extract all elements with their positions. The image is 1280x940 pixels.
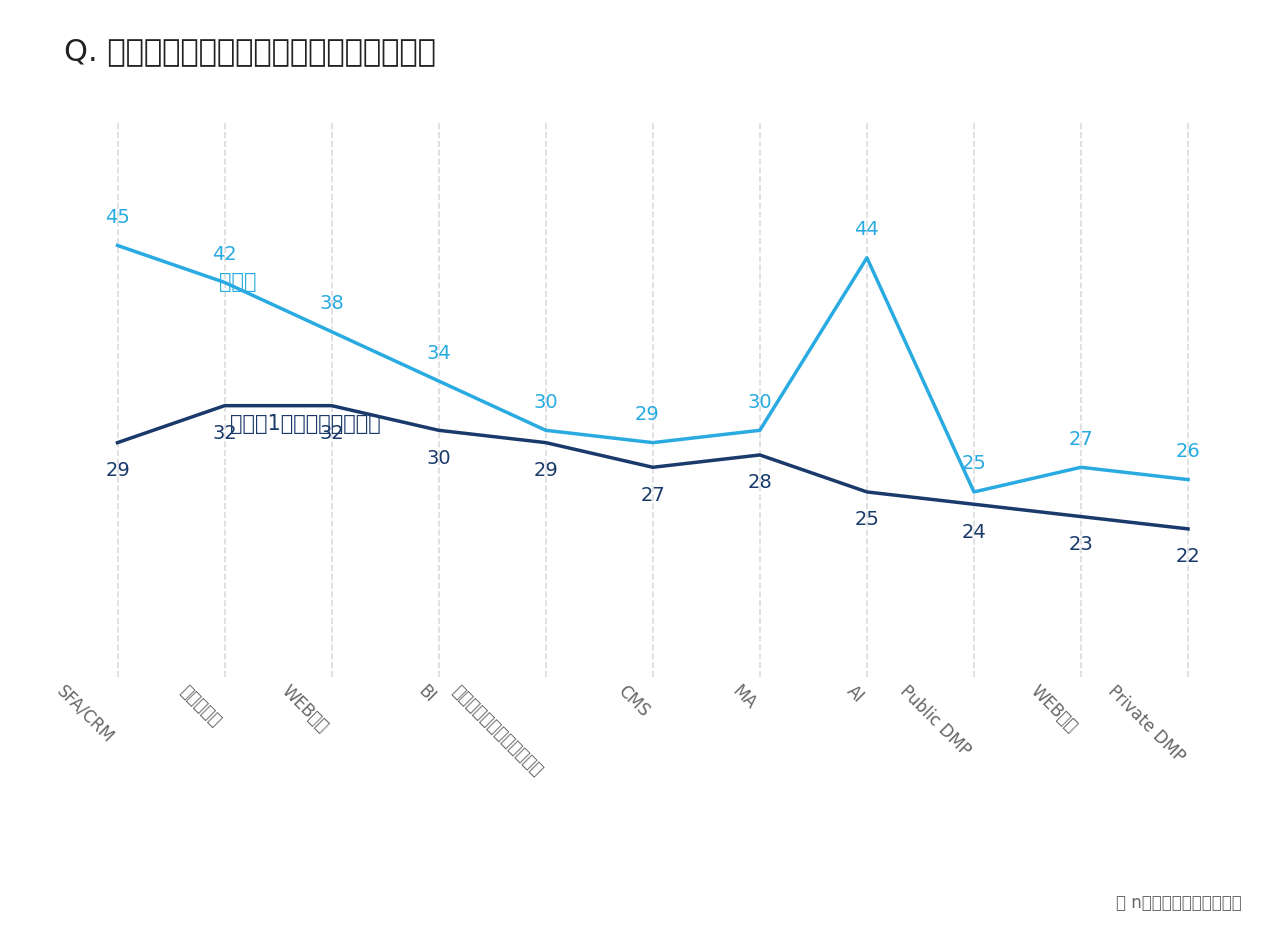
Text: 29: 29 — [635, 405, 659, 424]
Text: 実装済: 実装済 — [219, 273, 257, 292]
Text: 26: 26 — [1176, 442, 1201, 462]
Text: 29: 29 — [534, 462, 558, 480]
Text: 22: 22 — [1176, 547, 1201, 567]
Text: 45: 45 — [105, 208, 131, 227]
Text: 30: 30 — [534, 393, 558, 412]
Text: 38: 38 — [319, 294, 344, 313]
Text: 25: 25 — [961, 454, 987, 474]
Text: 30: 30 — [426, 448, 451, 468]
Text: 32: 32 — [319, 424, 344, 443]
Text: Q. マーケティングテクノロジーの導入状況: Q. マーケティングテクノロジーの導入状況 — [64, 38, 436, 67]
Text: 34: 34 — [426, 343, 451, 363]
Text: ＊ n数は項目ごとに異なる: ＊ n数は項目ごとに異なる — [1116, 894, 1242, 912]
Text: 29: 29 — [105, 462, 129, 480]
Text: 現在〜1年以内に実装予定: 現在〜1年以内に実装予定 — [230, 415, 380, 434]
Text: 44: 44 — [855, 220, 879, 240]
Text: 30: 30 — [748, 393, 772, 412]
Text: 27: 27 — [1069, 430, 1093, 448]
Text: 27: 27 — [640, 486, 666, 505]
Text: 24: 24 — [961, 523, 987, 541]
Text: 28: 28 — [748, 474, 772, 493]
Text: 23: 23 — [1069, 535, 1093, 554]
Text: 42: 42 — [212, 245, 237, 264]
Text: 25: 25 — [855, 510, 879, 529]
Text: 32: 32 — [212, 424, 237, 443]
